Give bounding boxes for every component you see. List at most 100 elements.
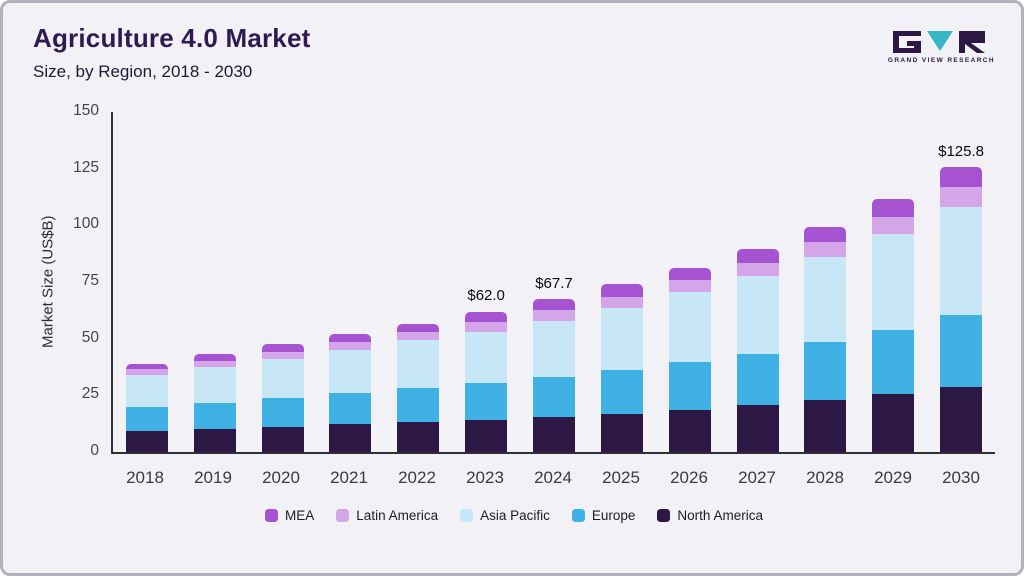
legend-swatch xyxy=(265,509,279,522)
segment-asia-pacific xyxy=(736,275,779,354)
x-tick-label: 2022 xyxy=(398,468,436,487)
segment-europe xyxy=(532,376,575,417)
logo-text: GRAND VIEW RESEARCH xyxy=(887,57,995,64)
stacked-bar xyxy=(193,354,236,452)
x-tick-label: 2029 xyxy=(874,468,912,487)
segment-north-america xyxy=(668,409,711,452)
segment-north-america xyxy=(940,387,983,452)
x-tick-label: 2030 xyxy=(942,468,980,487)
segment-north-america xyxy=(804,399,847,452)
x-tick-label: 2019 xyxy=(194,468,232,487)
segment-europe xyxy=(804,342,847,400)
segment-latin-america xyxy=(125,369,168,375)
segment-europe xyxy=(736,353,779,406)
segment-asia-pacific xyxy=(940,206,983,316)
segment-north-america xyxy=(397,421,440,452)
segment-north-america xyxy=(532,416,575,452)
segment-latin-america xyxy=(465,322,508,332)
bar-2021 xyxy=(317,112,385,452)
segment-latin-america xyxy=(261,351,304,360)
segment-asia-pacific xyxy=(872,234,915,331)
segment-north-america xyxy=(872,394,915,452)
segment-latin-america xyxy=(736,262,779,276)
segment-latin-america xyxy=(329,342,372,350)
segment-latin-america xyxy=(668,280,711,293)
chart-legend: MEA Latin America Asia Pacific Europe North … xyxy=(33,508,995,523)
x-tick-label: 2027 xyxy=(738,468,776,487)
bar-2028 xyxy=(791,112,859,452)
value-label: $62.0 xyxy=(467,287,505,305)
segment-europe xyxy=(125,406,168,432)
y-tick-label: 125 xyxy=(73,158,99,176)
x-tick-label: 2021 xyxy=(330,468,368,487)
legend-item-mea: MEA xyxy=(265,508,314,523)
bar-2025 xyxy=(588,112,656,452)
legend-label: Europe xyxy=(591,508,636,523)
y-tick-label: 0 xyxy=(90,442,99,459)
legend-swatch xyxy=(571,509,585,522)
segment-mea xyxy=(397,323,440,333)
x-tick-label: 2018 xyxy=(126,468,164,487)
segment-mea xyxy=(125,363,168,370)
bar-2019 xyxy=(181,112,249,452)
stacked-bar xyxy=(329,333,372,452)
plot-column: $62.0 $67.7 $125.8 2018 2019 2020 2021 2022 202… xyxy=(111,112,995,488)
segment-europe xyxy=(668,362,711,410)
y-tick-label: 50 xyxy=(81,328,99,346)
bar-2022 xyxy=(384,112,452,452)
segment-europe xyxy=(465,382,508,420)
segment-asia-pacific xyxy=(465,331,508,383)
y-axis-ticks: 0 25 50 75 100 125 150 xyxy=(63,102,111,459)
bar-2023: $62.0 xyxy=(452,112,520,452)
stacked-bar xyxy=(532,298,575,452)
bar-2027 xyxy=(724,112,792,452)
legend-item-europe: Europe xyxy=(571,508,636,523)
segment-north-america xyxy=(193,428,236,452)
x-tick-label: 2020 xyxy=(262,468,300,487)
stacked-bar xyxy=(600,284,643,452)
segment-latin-america xyxy=(872,217,915,235)
bar-2030: $125.8 xyxy=(927,112,995,452)
segment-north-america xyxy=(600,413,643,452)
segment-mea xyxy=(465,311,508,323)
x-tick-label: 2025 xyxy=(602,468,640,487)
segment-asia-pacific xyxy=(397,340,440,388)
legend-label: North America xyxy=(677,508,763,523)
legend-label: MEA xyxy=(285,508,315,523)
plot-area: $62.0 $67.7 $125.8 xyxy=(111,112,995,454)
segment-north-america xyxy=(261,426,304,452)
logo-triangle-icon xyxy=(927,31,954,51)
x-tick-label: 2028 xyxy=(806,468,844,487)
gvr-logo-mark xyxy=(893,31,986,53)
bar-2020 xyxy=(249,112,317,452)
bar-2026 xyxy=(656,112,724,452)
legend-item-latin-america: Latin America xyxy=(336,508,438,523)
stacked-bar xyxy=(872,199,915,452)
segment-mea xyxy=(600,284,643,297)
segment-europe xyxy=(261,398,304,427)
x-axis-labels: 2018 2019 2020 2021 2022 2023 2024 2025 2026 2027… xyxy=(111,468,995,488)
segment-mea xyxy=(532,298,575,311)
segment-mea xyxy=(940,166,983,188)
legend-swatch xyxy=(657,509,671,522)
bar-2024: $67.7 xyxy=(520,112,588,452)
segment-north-america xyxy=(125,431,168,452)
segment-asia-pacific xyxy=(600,308,643,370)
logo-glyph-g xyxy=(893,31,922,53)
segment-asia-pacific xyxy=(668,292,711,363)
legend-item-asia-pacific: Asia Pacific xyxy=(460,508,550,523)
segment-asia-pacific xyxy=(329,349,372,394)
segment-europe xyxy=(193,403,236,429)
segment-asia-pacific xyxy=(193,366,236,404)
stacked-bar xyxy=(261,343,304,452)
segment-latin-america xyxy=(397,332,440,341)
segment-north-america xyxy=(465,419,508,452)
x-tick-label: 2023 xyxy=(466,468,504,487)
page-subtitle: Size, by Region, 2018 - 2030 xyxy=(33,62,253,81)
segment-mea xyxy=(261,343,304,352)
stacked-bar xyxy=(465,311,508,452)
value-label: $125.8 xyxy=(938,142,984,160)
segment-europe xyxy=(940,315,983,388)
segment-latin-america xyxy=(193,360,236,367)
segment-mea xyxy=(872,199,915,218)
